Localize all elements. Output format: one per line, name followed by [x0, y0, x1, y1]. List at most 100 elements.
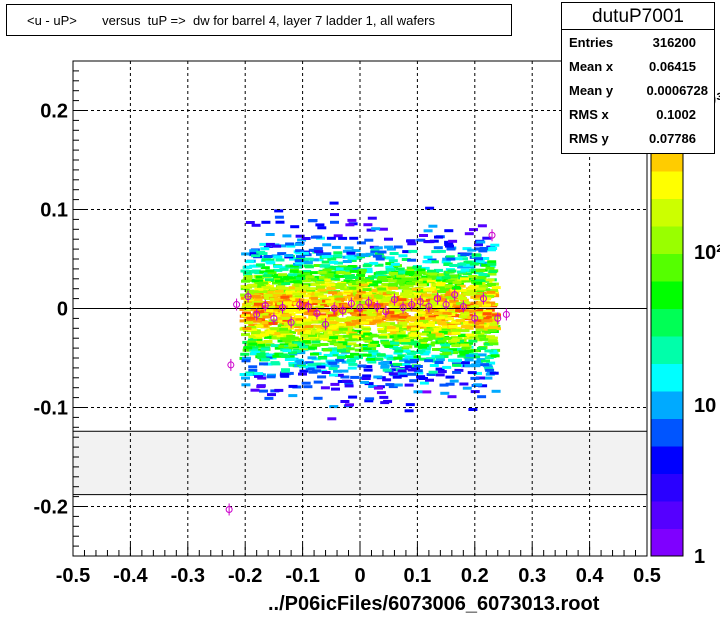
heat-cell	[256, 250, 266, 254]
x-tick-label: -0.4	[113, 565, 148, 587]
heat-cell	[241, 383, 251, 387]
heat-cell	[439, 308, 449, 312]
heat-cell	[449, 274, 459, 278]
heat-cell	[410, 332, 420, 336]
heat-cell	[322, 268, 332, 272]
heat-cell	[241, 333, 250, 337]
heat-cell	[487, 329, 497, 333]
heat-cell	[479, 247, 489, 250]
heat-cell	[324, 274, 334, 278]
palette-segment	[651, 501, 683, 529]
heat-cell	[470, 376, 480, 380]
heat-cell	[366, 317, 376, 321]
heat-cell	[345, 403, 354, 407]
heat-cell	[447, 269, 457, 273]
heat-cell	[405, 403, 415, 407]
heat-cell	[278, 345, 288, 348]
heat-cell	[263, 301, 273, 305]
heat-cell	[330, 220, 339, 224]
heat-cell	[389, 282, 398, 286]
heat-cell	[334, 335, 344, 338]
heat-cell	[250, 270, 260, 274]
heat-cell	[254, 287, 264, 291]
heat-cell	[397, 371, 407, 375]
heat-cell	[396, 332, 406, 336]
heat-cell	[364, 399, 374, 403]
heat-cell	[460, 343, 470, 347]
heat-cell	[272, 309, 282, 313]
heat-cell	[241, 279, 250, 283]
heat-cell	[361, 377, 371, 380]
heat-cell	[373, 294, 383, 298]
heat-cell	[448, 278, 458, 282]
heat-cell	[252, 304, 262, 308]
heat-cell	[468, 408, 478, 411]
heat-cell	[419, 357, 429, 361]
heat-cell	[321, 371, 331, 374]
heat-cell	[293, 280, 303, 284]
heat-cell	[397, 298, 407, 302]
heat-cell	[454, 282, 464, 286]
profile-point	[373, 303, 381, 311]
heat-cell	[282, 339, 292, 343]
heat-cell	[363, 365, 373, 369]
heat-cell	[301, 340, 311, 344]
stat-label: RMS x	[569, 107, 609, 122]
heat-cell	[263, 335, 273, 339]
heat-cell	[329, 336, 338, 340]
heat-cell	[422, 293, 432, 297]
heat-cell	[489, 351, 499, 355]
heat-cell	[465, 265, 475, 269]
heat-cell	[324, 272, 334, 276]
heat-cell	[333, 234, 343, 238]
heat-cell	[265, 343, 275, 347]
heat-cell	[335, 358, 345, 362]
heat-cell	[424, 359, 434, 363]
heat-cell	[301, 298, 311, 302]
heat-cell	[377, 287, 387, 291]
profile-point	[253, 310, 261, 318]
heat-cell	[475, 278, 484, 282]
heat-cell	[247, 326, 257, 329]
heat-cell	[467, 248, 477, 252]
profile-point	[416, 298, 424, 306]
heat-cell	[404, 409, 414, 413]
profile-point	[322, 320, 330, 328]
heat-cell	[288, 361, 298, 365]
heat-cell	[448, 311, 458, 315]
heat-cell	[408, 333, 418, 337]
heat-cell	[290, 309, 300, 313]
heat-cell	[477, 301, 487, 305]
heat-cell	[409, 379, 419, 383]
heat-cell	[451, 344, 461, 348]
heat-cell	[274, 215, 284, 219]
heat-cell	[368, 385, 378, 388]
heat-cell	[307, 356, 317, 360]
heat-cell	[263, 355, 273, 359]
heat-cell	[327, 417, 337, 421]
heat-cell	[394, 349, 404, 353]
heat-cell	[363, 223, 373, 227]
stat-row-rms-y: RMS y 0.07786	[562, 126, 714, 150]
heat-cell	[436, 321, 446, 325]
heat-cell	[434, 273, 444, 277]
heat-cell	[385, 268, 395, 272]
heat-cell	[251, 350, 261, 354]
heat-cell	[373, 316, 383, 320]
heat-cell	[364, 238, 374, 242]
heat-cell	[380, 339, 390, 343]
heat-cell	[475, 247, 484, 251]
heat-cell	[377, 330, 387, 334]
heat-cell	[476, 376, 485, 380]
heat-cell	[322, 329, 332, 333]
heat-cell	[404, 355, 414, 359]
heat-cell	[302, 290, 312, 294]
heat-cell	[370, 248, 380, 252]
heat-cell	[377, 276, 387, 279]
heat-cell	[408, 322, 418, 326]
heat-cell	[415, 316, 425, 320]
heat-cell	[473, 313, 482, 317]
heat-cell	[353, 329, 362, 333]
heat-cell	[384, 245, 394, 249]
heat-cell	[343, 267, 353, 271]
